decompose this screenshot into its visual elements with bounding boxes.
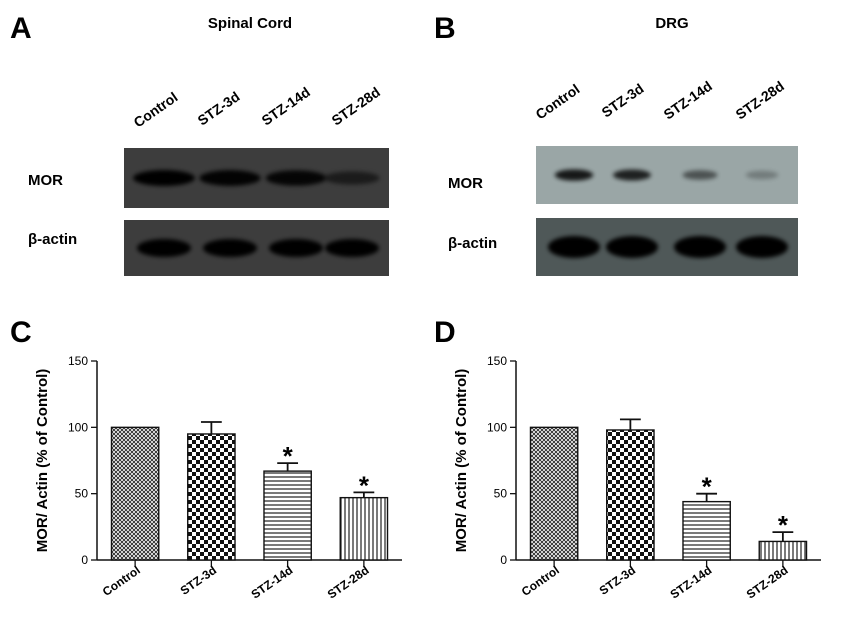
lane-label: STZ-14d [661, 78, 715, 123]
x-tick-label: STZ-14d [668, 563, 715, 602]
blot-band [674, 236, 726, 258]
lane-label: STZ-28d [733, 78, 787, 123]
bar [606, 429, 655, 561]
row-label-mor-a: MOR [28, 172, 63, 189]
x-tick-label: Control [519, 563, 562, 599]
panel-letter-a: A [10, 12, 32, 45]
lane-label: STZ-28d [329, 84, 383, 129]
blot-band [554, 169, 594, 181]
bar-chart-c: 0 50 100 150 MOR/ Actin (% of Control) Contro… [34, 354, 402, 602]
x-tick-label: Control [100, 563, 143, 599]
panel-letter-d: D [434, 316, 456, 349]
blot-band [606, 236, 658, 258]
y-tick-label: 0 [500, 553, 507, 567]
y-tick-label: 50 [494, 487, 508, 501]
y-tick-label: 150 [487, 354, 507, 368]
blot-title-drg: DRG [655, 15, 688, 32]
bar-chart-d: 0 50 100 150 MOR/ Actin (% of Control) Contro… [453, 354, 821, 602]
blot-band [324, 171, 380, 185]
y-tick-label: 100 [68, 420, 88, 434]
blot-band [736, 236, 788, 258]
bar [110, 426, 160, 561]
row-label-mor-b: MOR [448, 175, 483, 192]
bar [758, 540, 808, 561]
significance-marker: * [702, 472, 713, 502]
blot-band [745, 170, 779, 180]
blot-band [613, 169, 651, 181]
x-tick-label: STZ-28d [744, 563, 791, 602]
bar [529, 426, 579, 561]
lane-label: STZ-3d [195, 88, 243, 128]
y-tick-label: 50 [75, 487, 89, 501]
y-tick-label: 100 [487, 420, 507, 434]
blot-band [265, 170, 327, 186]
blot-band [269, 239, 323, 257]
significance-marker: * [283, 441, 294, 471]
blot-band [137, 239, 191, 257]
y-axis-label: MOR/ Actin (% of Control) [453, 369, 470, 553]
blot-band [133, 170, 195, 186]
row-label-actin-b: β-actin [448, 235, 497, 252]
bar [187, 433, 236, 561]
lane-labels-b: Control STZ-3d STZ-14d STZ-28d [533, 78, 787, 123]
x-tick-label: STZ-14d [249, 563, 296, 602]
lane-label: STZ-14d [259, 84, 313, 129]
y-tick-label: 150 [68, 354, 88, 368]
lane-label: Control [533, 81, 583, 123]
bar [339, 496, 389, 561]
significance-marker: * [778, 510, 789, 540]
panel-letter-c: C [10, 316, 32, 349]
x-tick-label: STZ-3d [597, 563, 638, 598]
x-tick-label: STZ-3d [178, 563, 219, 598]
blot-strip-mor-spinal [124, 148, 389, 208]
panel-letter-b: B [434, 12, 456, 45]
blot-band [199, 170, 261, 186]
lane-label: STZ-3d [599, 80, 647, 120]
blot-band [682, 170, 718, 180]
lane-label: Control [131, 89, 181, 131]
significance-marker: * [359, 470, 370, 500]
blot-strip-actin-spinal [124, 220, 389, 276]
row-label-actin-a: β-actin [28, 231, 77, 248]
blot-band [548, 236, 600, 258]
blot-strip-mor-drg [536, 146, 798, 204]
y-axis-label: MOR/ Actin (% of Control) [34, 369, 51, 553]
blot-band [203, 239, 257, 257]
lane-labels-a: Control STZ-3d STZ-14d STZ-28d [131, 84, 383, 131]
bar [263, 470, 312, 561]
y-tick-label: 0 [81, 553, 88, 567]
x-tick-label: STZ-28d [325, 563, 372, 602]
blot-title-spinal-cord: Spinal Cord [208, 15, 292, 32]
blot-band [325, 239, 379, 257]
blot-strip-actin-drg [536, 218, 798, 276]
bar [682, 500, 731, 561]
